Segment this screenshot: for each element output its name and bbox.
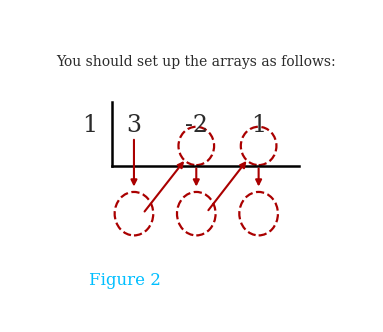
Text: Figure 2: Figure 2 — [89, 272, 161, 289]
Text: 1: 1 — [251, 114, 266, 137]
Text: 1: 1 — [82, 114, 97, 137]
Text: -2: -2 — [185, 114, 208, 137]
Text: 3: 3 — [126, 114, 141, 137]
Text: You should set up the arrays as follows:: You should set up the arrays as follows: — [56, 54, 336, 69]
